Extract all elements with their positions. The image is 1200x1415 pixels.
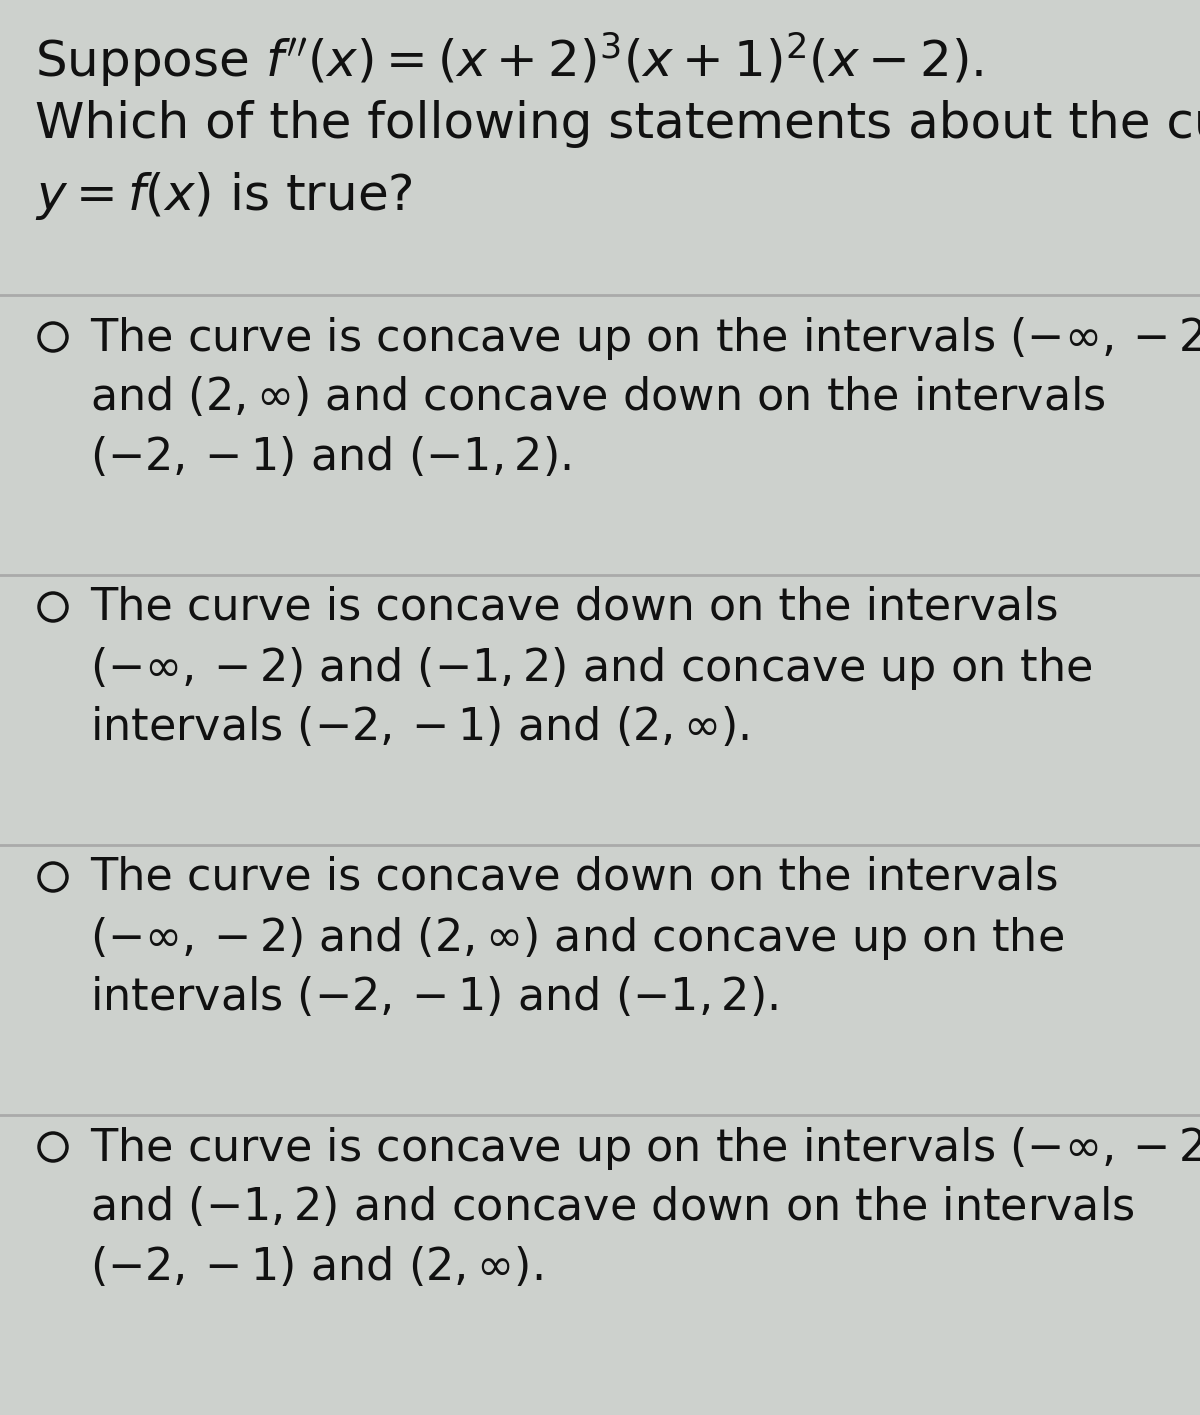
Text: Which of the following statements about the curv: Which of the following statements about … — [35, 100, 1200, 149]
Text: Suppose $f''(x) = (x + 2)^3(x + 1)^2(x - 2).$: Suppose $f''(x) = (x + 2)^3(x + 1)^2(x -… — [35, 30, 983, 89]
Text: intervals $(-2, -1)$ and $(2, \infty)$.: intervals $(-2, -1)$ and $(2, \infty)$. — [90, 705, 749, 749]
Text: and $(-1, 2)$ and concave down on the intervals: and $(-1, 2)$ and concave down on the in… — [90, 1184, 1134, 1230]
Text: intervals $(-2, -1)$ and $(-1, 2)$.: intervals $(-2, -1)$ and $(-1, 2)$. — [90, 975, 778, 1019]
Text: The curve is concave up on the intervals $(-\infty, -2)$: The curve is concave up on the intervals… — [90, 1125, 1200, 1172]
Text: and $(2, \infty)$ and concave down on the intervals: and $(2, \infty)$ and concave down on th… — [90, 375, 1106, 419]
Text: $(-\infty, -2)$ and $(-1, 2)$ and concave up on the: $(-\infty, -2)$ and $(-1, 2)$ and concav… — [90, 645, 1093, 692]
Text: $(-2, -1)$ and $(2, \infty)$.: $(-2, -1)$ and $(2, \infty)$. — [90, 1245, 542, 1289]
Text: The curve is concave up on the intervals $(-\infty, -2)$: The curve is concave up on the intervals… — [90, 316, 1200, 362]
Text: The curve is concave down on the intervals: The curve is concave down on the interva… — [90, 584, 1058, 628]
Text: $(-\infty, -2)$ and $(2, \infty)$ and concave up on the: $(-\infty, -2)$ and $(2, \infty)$ and co… — [90, 916, 1064, 962]
Text: The curve is concave down on the intervals: The curve is concave down on the interva… — [90, 855, 1058, 899]
Text: $(-2, -1)$ and $(-1, 2)$.: $(-2, -1)$ and $(-1, 2)$. — [90, 434, 571, 480]
Text: $y = f(x)$ is true?: $y = f(x)$ is true? — [35, 170, 413, 222]
